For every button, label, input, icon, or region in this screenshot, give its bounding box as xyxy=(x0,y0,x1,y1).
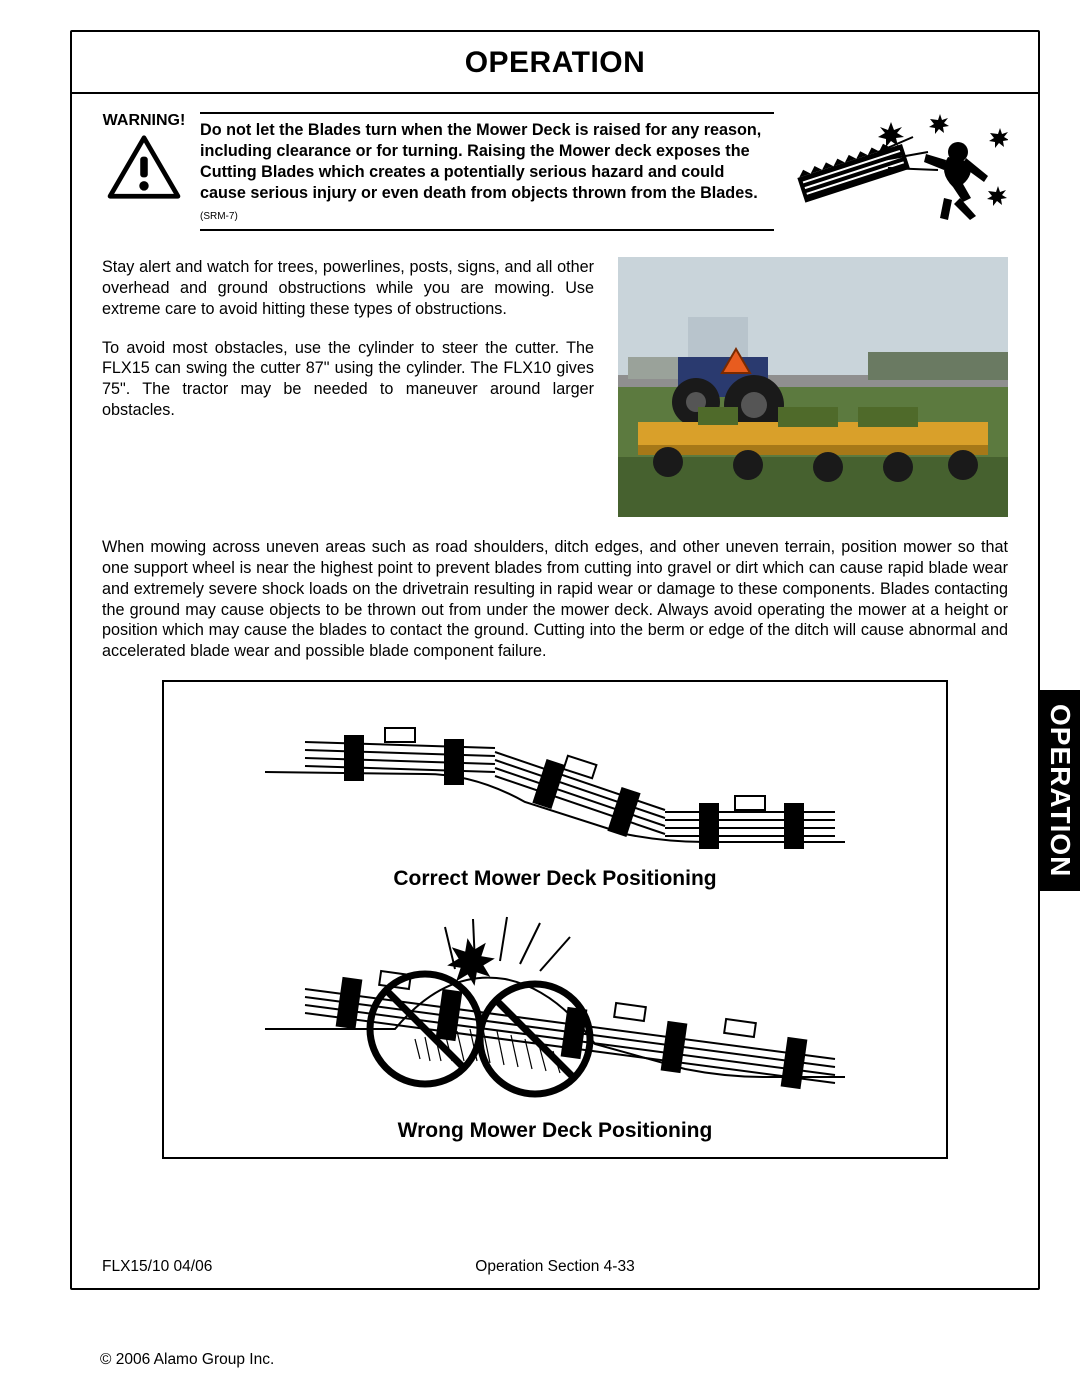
content-area: WARNING! Do not let the Blades turn when… xyxy=(72,94,1038,1179)
page-frame: OPERATION WARNING! Do not let the Blades… xyxy=(70,30,1040,1290)
footer-spacer xyxy=(706,1258,1008,1276)
warning-code: (SRM-7) xyxy=(200,211,238,222)
wrong-positioning-diagram xyxy=(245,909,865,1109)
title-box: OPERATION xyxy=(72,32,1038,94)
page-title: OPERATION xyxy=(465,46,646,79)
warning-left: WARNING! xyxy=(102,112,186,200)
warning-block: WARNING! Do not let the Blades turn when… xyxy=(102,112,1008,231)
page-footer: FLX15/10 04/06 Operation Section 4-33 xyxy=(102,1258,1008,1276)
left-text-column: Stay alert and watch for trees, powerlin… xyxy=(102,257,594,517)
warning-text-wrap: Do not let the Blades turn when the Mowe… xyxy=(200,112,774,231)
wrong-caption: Wrong Mower Deck Positioning xyxy=(184,1119,926,1143)
warning-triangle-icon xyxy=(106,134,182,200)
tractor-mower-photo xyxy=(618,257,1008,517)
warning-text: Do not let the Blades turn when the Mowe… xyxy=(200,121,761,223)
two-column-section: Stay alert and watch for trees, powerlin… xyxy=(102,257,1008,517)
warning-body: Do not let the Blades turn when the Mowe… xyxy=(200,121,761,202)
paragraph-2: To avoid most obstacles, use the cylinde… xyxy=(102,338,594,421)
paragraph-1: Stay alert and watch for trees, powerlin… xyxy=(102,257,594,319)
correct-caption: Correct Mower Deck Positioning xyxy=(184,867,926,891)
thrown-object-hazard-icon xyxy=(788,112,1008,222)
side-tab: OPERATION xyxy=(1040,690,1080,891)
footer-model: FLX15/10 04/06 xyxy=(102,1258,404,1276)
paragraph-3: When mowing across uneven areas such as … xyxy=(102,537,1008,661)
footer-section: Operation Section 4-33 xyxy=(404,1258,706,1276)
positioning-diagram-box: Correct Mower Deck Positioning xyxy=(162,680,948,1159)
warning-label: WARNING! xyxy=(103,112,186,130)
correct-positioning-diagram xyxy=(245,692,865,857)
copyright: © 2006 Alamo Group Inc. xyxy=(100,1351,274,1369)
